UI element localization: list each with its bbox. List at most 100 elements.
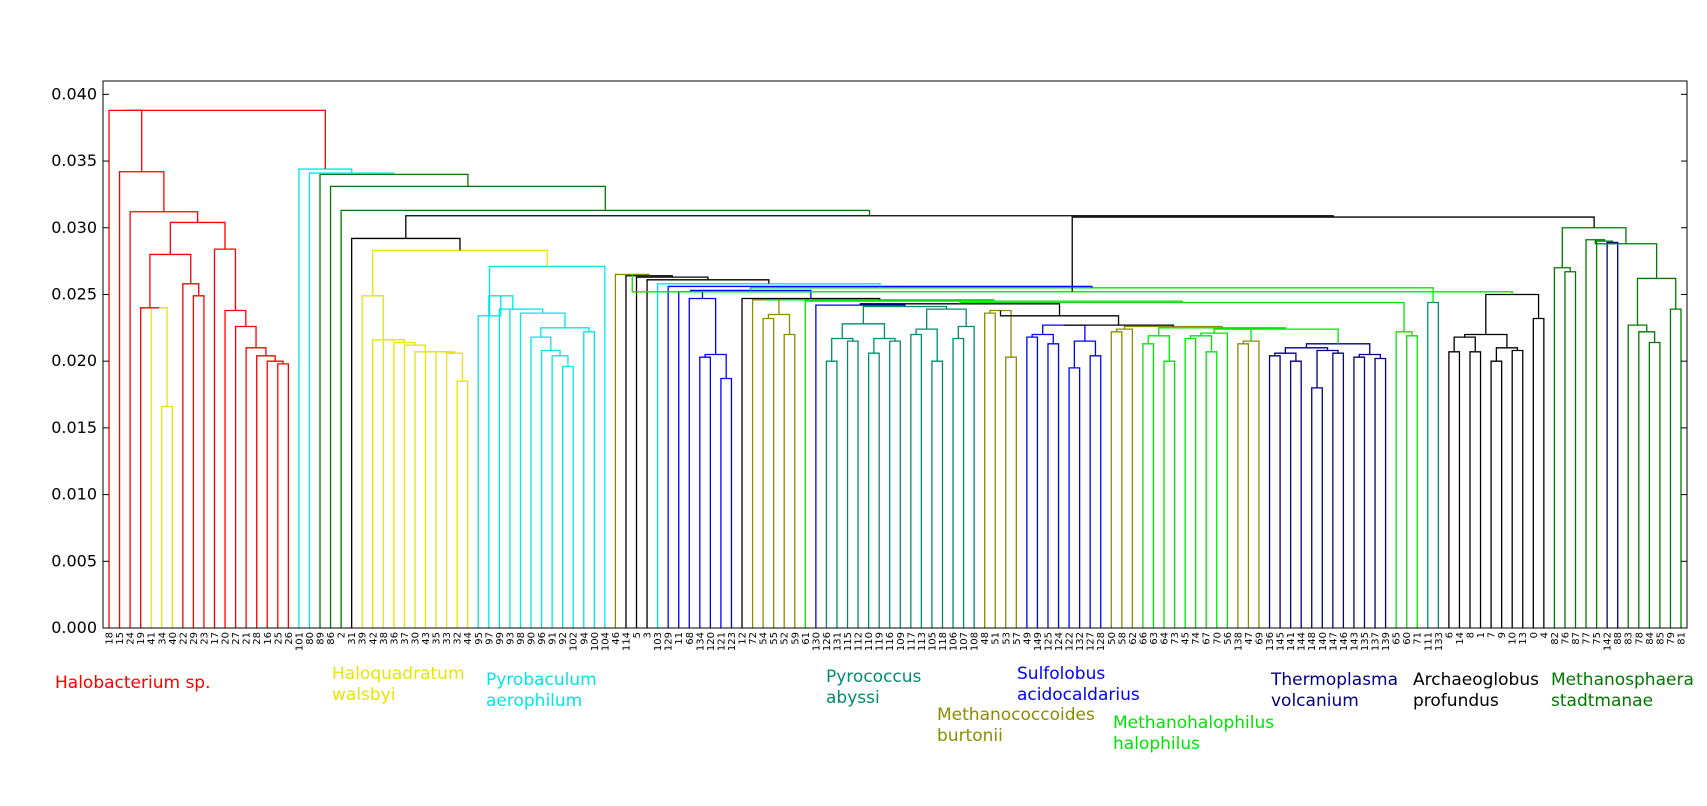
dendrogram-link xyxy=(1026,336,1039,628)
leaf-label: 50 xyxy=(1107,632,1118,645)
dendrogram-link xyxy=(1142,343,1155,628)
leaf-label: 137 xyxy=(1371,632,1382,651)
leaf-label: 72 xyxy=(748,632,759,645)
leaf-label: 18 xyxy=(105,632,116,645)
dendrogram-link xyxy=(182,283,200,628)
dendrogram-link xyxy=(750,287,1434,303)
dendrogram-link xyxy=(1068,367,1081,628)
group-label-line: abyssi xyxy=(826,688,880,708)
leaf-label: 56 xyxy=(1223,632,1234,645)
group-label-line: halophilus xyxy=(1113,734,1200,754)
dendrogram-link xyxy=(825,360,838,628)
leaf-label: 125 xyxy=(1043,632,1054,651)
dendrogram-link xyxy=(551,355,569,628)
leaf-labels: 18 15 24 19 41 34 40 22 29 23 17 20 27 21 28 16 25 26 101 8… xyxy=(105,632,1688,651)
leaf-label: 103 xyxy=(653,632,664,651)
leaf-label: 141 xyxy=(1286,632,1297,651)
leaf-label: 114 xyxy=(621,632,632,651)
dendrogram-link xyxy=(765,299,995,302)
group-label-line: Archaeoglobus xyxy=(1413,670,1539,690)
dendrogram-link xyxy=(140,307,160,628)
leaf-label: 89 xyxy=(316,632,327,645)
leaf-label: 64 xyxy=(1160,632,1171,645)
group-label: Methanohalophilus halophilus xyxy=(1113,713,1274,755)
dendrogram-link xyxy=(1047,343,1060,628)
dendrogram-link xyxy=(783,333,796,628)
leaf-label: 6 xyxy=(1444,632,1455,638)
group-label: Methanococcoides burtonii xyxy=(937,705,1095,747)
leaf-label: 62 xyxy=(1128,632,1139,645)
leaf-label: 90 xyxy=(527,632,538,645)
dendrogram-link xyxy=(1123,325,1223,330)
dendrogram-link xyxy=(1427,301,1439,628)
leaf-label: 73 xyxy=(1170,632,1181,645)
group-label-line: Pyrobaculum xyxy=(486,670,597,690)
dendrogram-link xyxy=(741,297,881,628)
dendrogram-link xyxy=(1395,331,1413,628)
dendrogram-link xyxy=(1242,340,1260,628)
group-label: Halobacterium sp. xyxy=(55,673,211,694)
leaf-label: 52 xyxy=(780,632,791,645)
group-label: Haloquadratum walsbyi xyxy=(332,664,465,706)
leaf-label: 80 xyxy=(305,632,316,645)
leaf-label: 44 xyxy=(463,632,474,645)
dendrogram-link xyxy=(1561,227,1627,268)
dendrogram-link xyxy=(540,327,590,338)
leaf-label: 23 xyxy=(199,632,210,645)
leaf-label: 139 xyxy=(1381,632,1392,651)
dendrogram-link xyxy=(1374,357,1387,628)
leaf-label: 26 xyxy=(284,632,295,645)
dendrogram-link xyxy=(361,295,384,628)
leaf-label: 79 xyxy=(1666,632,1677,645)
dendrogram-link xyxy=(150,307,168,628)
group-label-line: Haloquadratum xyxy=(332,664,465,684)
dendrogram-link xyxy=(477,295,502,628)
dendrogram-link xyxy=(614,273,650,628)
dendrogram-link xyxy=(245,347,267,628)
leaf-label: 36 xyxy=(389,632,400,645)
leaf-label: 115 xyxy=(843,632,854,651)
group-label: Pyrobaculum aerophilum xyxy=(486,670,597,712)
leaf-label: 88 xyxy=(1613,632,1624,645)
leaf-label: 59 xyxy=(790,632,801,645)
dendrogram-link xyxy=(1627,324,1648,628)
dendrogram-link xyxy=(1406,335,1418,628)
dendrogram-link xyxy=(1073,340,1097,368)
dendrogram-link xyxy=(667,285,1093,628)
dendrogram-link xyxy=(149,253,192,308)
leaf-label: 75 xyxy=(1592,632,1603,645)
dendrogram-link xyxy=(1063,324,1174,327)
plot-frame xyxy=(102,80,1688,629)
dendrogram-link xyxy=(815,304,906,628)
dendrogram-link xyxy=(1237,343,1250,628)
dendrogram-link xyxy=(1110,331,1123,628)
dendrogram-link xyxy=(867,352,880,628)
leaf-label: 122 xyxy=(1065,632,1076,651)
dendrogram-link xyxy=(1648,341,1661,628)
leaf-label: 142 xyxy=(1603,632,1614,651)
leaf-label: 112 xyxy=(854,632,865,651)
leaf-label: 57 xyxy=(1012,632,1023,645)
leaf-label: 21 xyxy=(242,632,253,645)
leaf-label: 53 xyxy=(1001,632,1012,645)
leaf-label: 14 xyxy=(1455,632,1466,645)
leaf-label: 128 xyxy=(1096,632,1107,651)
dendrogram-link xyxy=(530,336,552,628)
dendrogram-link xyxy=(762,317,775,628)
dendrogram-link xyxy=(403,344,426,628)
y-tick-label: 0.025 xyxy=(51,284,97,303)
leaf-label: 145 xyxy=(1276,632,1287,651)
y-axis: 0.000 0.005 0.010 0.015 0.020 0.025 0.030 0.035… xyxy=(51,84,1687,637)
leaf-label: 76 xyxy=(1560,632,1571,645)
dendrogram-link xyxy=(1585,239,1606,628)
leaf-label: 8 xyxy=(1465,632,1476,638)
leaf-label: 69 xyxy=(1254,632,1265,645)
dendrogram-link xyxy=(1353,356,1366,628)
leaf-label: 117 xyxy=(906,632,917,651)
leaf-label: 132 xyxy=(1075,632,1086,651)
leaf-label: 104 xyxy=(600,632,611,651)
dendrogram-link xyxy=(957,325,975,628)
group-label-line: Thermoplasma xyxy=(1271,670,1399,690)
dendrogram-link xyxy=(424,351,446,628)
leaf-label: 86 xyxy=(326,632,337,645)
